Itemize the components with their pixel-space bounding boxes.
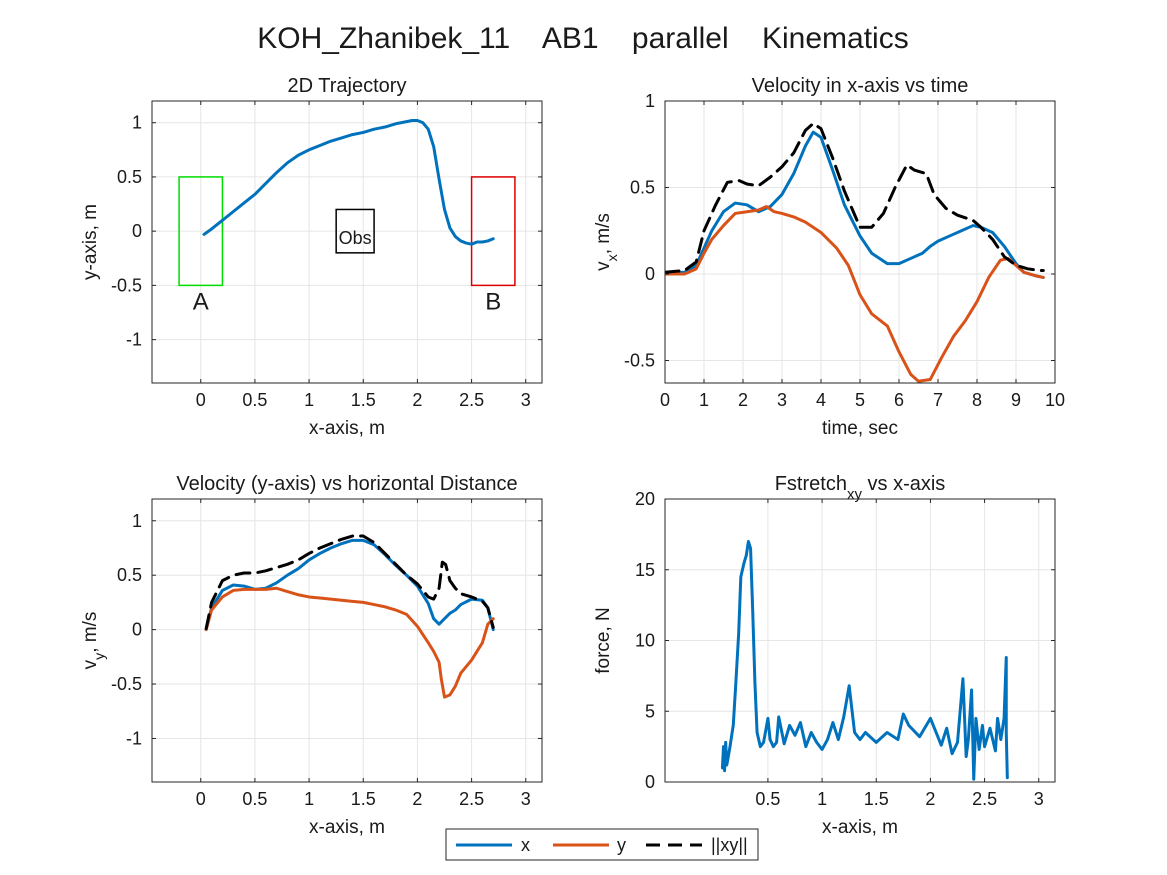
trajectory-xtick-label: 2 [412,390,422,410]
velocity-y-xtick-label: 1 [304,789,314,809]
velocity-x-xtick-label: 2 [738,390,748,410]
velocity-x-xtick-label: 1 [699,390,709,410]
velocity-x-title: Velocity in x-axis vs time [752,75,969,97]
velocity-y-xtick-label: 1.5 [351,789,376,809]
velocity-y-distance-plot: 0 0.5 1 1.5 2 2.5 3 -1 -0.5 0 0.5 1 Velocity (y-axis… [80,473,543,838]
velocity-x-xtick-label: 9 [1011,390,1021,410]
velocity-x-ytick-label: 0.5 [630,178,655,198]
velocity-y-ytick-label: -1 [126,728,142,748]
legend-x-label: x [521,835,530,855]
trajectory-ytick-label: 1 [132,113,142,133]
velocity-y-axes-bg [152,499,542,782]
velocity-x-ytick-label: 1 [645,91,655,111]
velocity-y-title: Velocity (y-axis) vs horizontal Distance [176,473,517,495]
fstretch-series-x [720,539,1009,781]
trajectory-xtick-label: 2.5 [459,390,484,410]
fstretch-xlabel: x-axis, m [822,817,898,838]
trajectory-xtick-label: 0 [196,390,206,410]
velocity-x-xtick-label: 6 [894,390,904,410]
fstretch-ytick-label: 15 [635,560,655,580]
fstretch-title: Fstretchxy vs x-axis [775,473,946,503]
fstretch-ylabel: force, N [593,607,614,674]
trajectory-plot: A Obs B 0 0.5 1 1.5 2 2.5 3 -1 -0.5 0 0.5 1 2D Trajecto… [80,75,543,439]
trajectory-xtick-label: 1.5 [351,390,376,410]
velocity-x-xtick-label: 10 [1045,390,1065,410]
velocity-y-ylabel: vy, m/s [80,612,108,670]
box-label-obs: Obs [339,228,372,248]
velocity-x-series-xy [665,121,1045,274]
box-obs [335,208,375,254]
fstretch-ytick-label: 20 [635,489,655,509]
velocity-y-series-xy [204,534,495,631]
velocity-y-ytick-label: 1 [132,511,142,531]
trajectory-xlabel: x-axis, m [309,418,385,439]
fstretch-ytick-label: 0 [645,772,655,792]
fstretch-xtick-label: 1 [817,789,827,809]
trajectory-axes-frame [151,100,543,384]
velocity-y-ytick-label: 0 [132,620,142,640]
velocity-x-ytick-label: 0 [645,264,655,284]
velocity-x-series-x [665,130,1045,279]
velocity-y-xlabel: x-axis, m [309,817,385,838]
trajectory-ytick-label: 0 [132,221,142,241]
velocity-x-xtick-label: 8 [972,390,982,410]
fstretch-xtick-label: 3 [1034,789,1044,809]
trajectory-xtick-label: 0.5 [242,390,267,410]
legend-y-label: y [617,835,626,855]
velocity-y-ytick-label: 0.5 [117,565,142,585]
velocity-x-xtick-label: 3 [777,390,787,410]
trajectory-ytick-label: 0.5 [117,167,142,187]
fstretch-plot: 0.5 1 1.5 2 2.5 3 0 5 10 15 20 Fstretchxy vs x-axis… [593,473,1056,838]
box-a [178,176,224,287]
box-label-b: B [485,288,501,315]
figure-title: KOH_Zhanibek_11 AB1 parallel Kinematics [257,22,908,55]
velocity-x-xtick-label: 5 [855,390,865,410]
trajectory-xtick-label: 1 [304,390,314,410]
trajectory-ytick-label: -0.5 [111,275,142,295]
legend-xy-label: ||xy|| [711,835,748,855]
fstretch-xtick-label: 0.5 [755,789,780,809]
trajectory-xtick-label: 3 [521,390,531,410]
velocity-y-xtick-label: 0 [196,789,206,809]
trajectory-ylabel: y-axis, m [80,204,101,280]
fstretch-ytick-label: 5 [645,701,655,721]
fstretch-ytick-label: 10 [635,631,655,651]
fstretch-xtick-label: 1.5 [864,789,889,809]
legend: x y ||xy|| [445,828,759,861]
velocity-y-xtick-label: 2.5 [459,789,484,809]
velocity-x-xlabel: time, sec [822,418,898,439]
velocity-x-ylabel: vx, m/s [593,213,621,271]
velocity-y-xtick-label: 0.5 [242,789,267,809]
velocity-x-xtick-label: 7 [933,390,943,410]
box-label-a: A [193,288,209,315]
trajectory-series-x [202,119,495,246]
fstretch-xtick-label: 2 [925,789,935,809]
trajectory-ytick-label: -1 [126,330,142,350]
velocity-x-xtick-label: 4 [816,390,826,410]
trajectory-title: 2D Trajectory [288,75,407,97]
fstretch-xtick-label: 2.5 [972,789,997,809]
velocity-x-series-y [665,205,1045,383]
velocity-x-ytick-label: -0.5 [624,351,655,371]
velocity-y-axes-frame [151,498,543,783]
velocity-y-xtick-label: 3 [521,789,531,809]
velocity-y-xtick-label: 2 [412,789,422,809]
box-b [470,176,516,287]
velocity-x-xtick-label: 0 [660,390,670,410]
velocity-y-ytick-label: -0.5 [111,674,142,694]
velocity-y-series-y [204,586,495,699]
